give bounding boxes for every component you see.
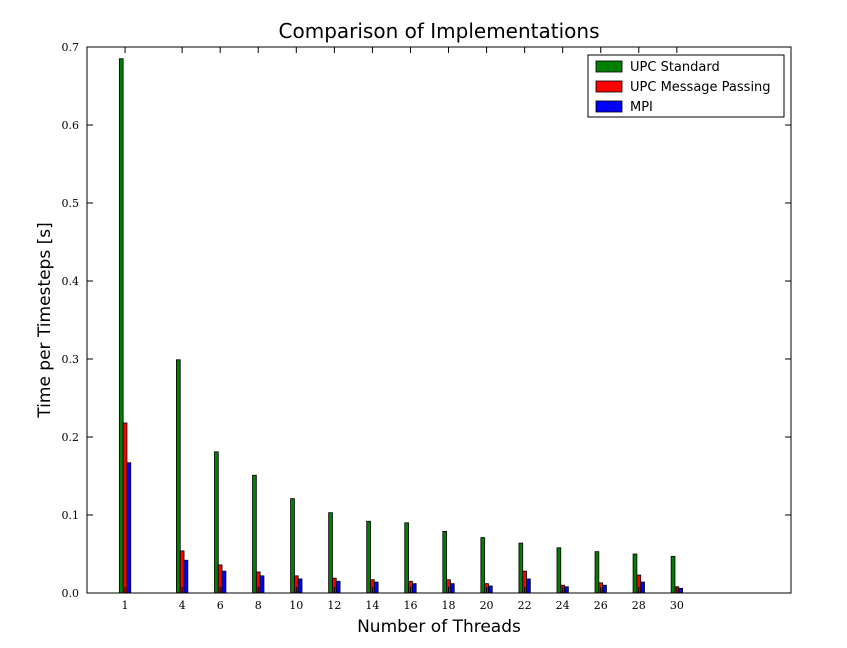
x-tick-label: 16 — [403, 599, 417, 612]
x-tick-label: 10 — [289, 599, 303, 612]
bar-upc-standard-18 — [442, 530, 448, 594]
bar-upc-standard-28 — [632, 553, 638, 594]
bars-group — [118, 58, 683, 594]
x-tick-label: 18 — [442, 599, 456, 612]
bar-mpi-20 — [488, 585, 493, 594]
legend-swatch-1 — [595, 80, 623, 93]
bar-mpi-16 — [411, 583, 417, 594]
bar-upc-standard-1 — [118, 58, 124, 594]
bar-upc-message-passing-1 — [122, 422, 128, 594]
bar-mpi-4 — [183, 559, 189, 594]
x-tick-label: 28 — [632, 599, 646, 612]
y-tick-label: 0.6 — [62, 119, 80, 132]
bar-mpi-10 — [297, 578, 303, 594]
bar-upc-standard-8 — [252, 474, 257, 594]
bar-upc-standard-20 — [480, 537, 486, 594]
bar-mpi-26 — [602, 584, 607, 594]
bar-mpi-30 — [678, 587, 683, 594]
y-tick-label: 0.4 — [62, 275, 80, 288]
y-tick-label: 0.2 — [62, 431, 80, 444]
x-tick-label: 12 — [327, 599, 341, 612]
bar-upc-standard-4 — [176, 359, 181, 594]
bar-upc-standard-30 — [670, 555, 676, 594]
x-axis-label: Number of Threads — [357, 617, 521, 637]
x-axis-ticks: 1 4 6 8 10 12 14 16 18 20 22 24 26 28 30 — [122, 47, 684, 612]
legend-swatch-0 — [595, 60, 623, 73]
x-tick-label: 20 — [480, 599, 494, 612]
bar-upc-standard-22 — [518, 542, 524, 594]
x-tick-label: 1 — [122, 599, 129, 612]
x-tick-label: 26 — [594, 599, 608, 612]
bar-upc-standard-24 — [556, 547, 562, 594]
legend: UPC Standard UPC Message Passing MPI — [587, 54, 785, 118]
y-axis-label: Time per Timesteps [s] — [35, 222, 55, 418]
plot-frame — [86, 46, 792, 594]
bar-mpi-18 — [450, 583, 455, 594]
y-tick-label: 0.5 — [62, 197, 80, 210]
x-tick-label: 14 — [365, 599, 379, 612]
bar-mpi-14 — [373, 581, 379, 594]
bar-upc-standard-26 — [594, 551, 600, 594]
bar-upc-standard-16 — [404, 522, 409, 594]
y-tick-label: 0.7 — [62, 41, 80, 54]
bar-mpi-28 — [640, 581, 645, 594]
bar-mpi-8 — [259, 575, 265, 594]
legend-label-0: UPC Standard — [630, 60, 720, 75]
bar-mpi-24 — [564, 586, 569, 594]
y-axis-ticks: 0.0 0.1 0.2 0.3 0.4 0.5 0.6 0.7 — [62, 41, 791, 600]
chart-title: Comparison of Implementations — [279, 19, 600, 43]
x-tick-label: 30 — [670, 599, 684, 612]
x-tick-label: 8 — [255, 599, 262, 612]
x-tick-label: 4 — [179, 599, 186, 612]
bar-mpi-1 — [126, 462, 132, 594]
bar-mpi-12 — [335, 580, 341, 594]
bar-upc-standard-14 — [366, 520, 371, 594]
bar-mpi-22 — [526, 578, 531, 594]
legend-label-1: UPC Message Passing — [630, 80, 771, 95]
bar-upc-standard-12 — [328, 512, 333, 594]
bar-upc-standard-10 — [290, 498, 295, 594]
x-tick-label: 24 — [556, 599, 570, 612]
y-tick-label: 0.1 — [62, 509, 80, 522]
legend-label-2: MPI — [630, 100, 653, 115]
y-tick-label: 0.0 — [62, 587, 80, 600]
bar-upc-message-passing-4 — [179, 550, 185, 594]
y-tick-label: 0.3 — [62, 353, 80, 366]
x-tick-label: 22 — [518, 599, 532, 612]
bar-mpi-6 — [221, 570, 227, 594]
legend-swatch-2 — [595, 100, 623, 113]
x-tick-label: 6 — [217, 599, 224, 612]
bar-upc-standard-6 — [214, 451, 219, 594]
